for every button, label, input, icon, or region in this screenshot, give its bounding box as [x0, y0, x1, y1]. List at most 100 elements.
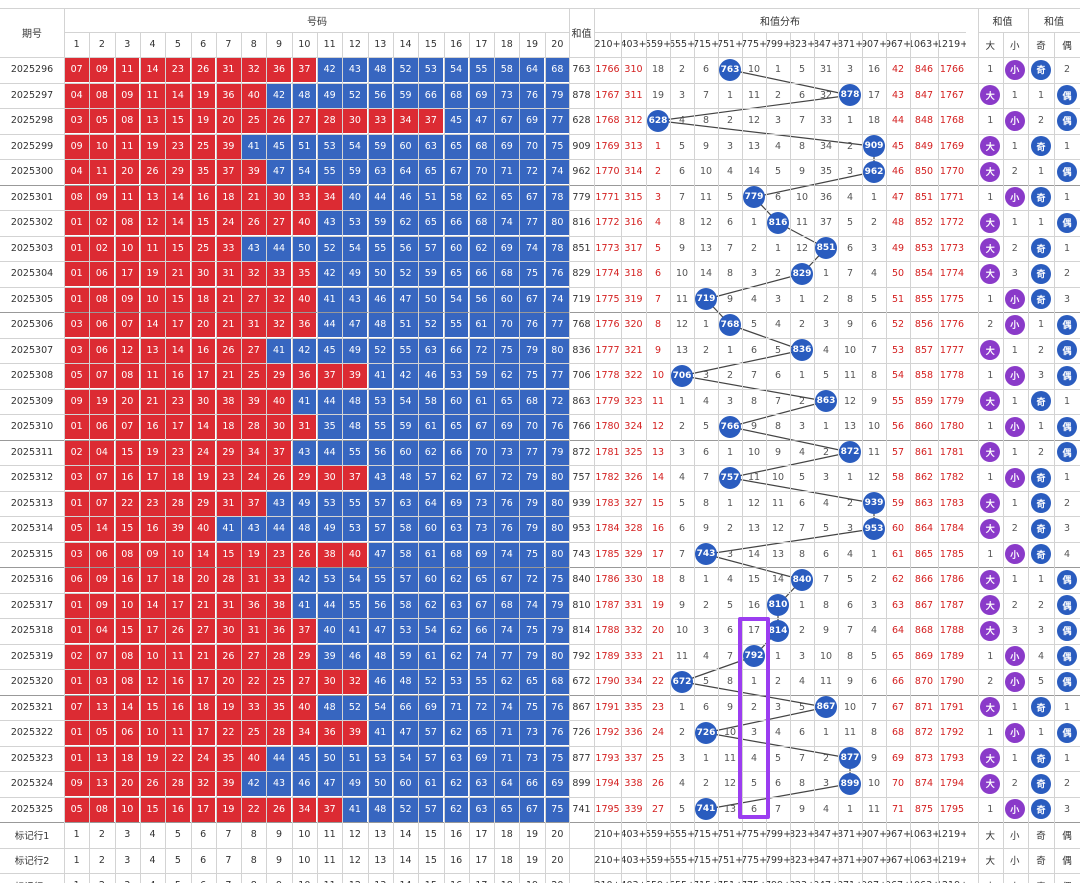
dist-cell: 6: [654, 268, 662, 280]
number-col-header: 14: [399, 39, 412, 50]
dist-cell: 17: [867, 89, 881, 101]
sum-marker-circle: 741: [695, 798, 717, 821]
dist-cell: 6: [750, 344, 758, 356]
dist-cell: 868: [914, 625, 934, 637]
sum-cell: 877: [572, 752, 591, 764]
number-cell: 06: [64, 567, 89, 592]
dist-cell: 1785: [595, 548, 620, 560]
dist-cell: 4: [726, 574, 734, 586]
number-cell: 56: [368, 440, 393, 465]
grid-line: [1002, 32, 1004, 883]
dist-cell: 33: [819, 115, 833, 127]
number-cell: 37: [342, 465, 368, 490]
number-cell: 26: [292, 542, 317, 567]
number-cell: 35: [266, 695, 292, 720]
footer-dist-cell: 403+: [621, 873, 646, 883]
footer-big: 大: [978, 873, 1003, 883]
number-cell: 09: [115, 83, 140, 108]
number-cell: 17: [115, 261, 140, 286]
parity-miss-cell: 3: [1037, 625, 1045, 637]
number-cell: 35: [317, 414, 342, 439]
number-cell: 11: [115, 185, 140, 210]
dist-cell: 870: [914, 676, 934, 688]
number-cell: 06: [89, 338, 115, 363]
number-cell: 65: [444, 261, 469, 286]
dist-cell: 3: [702, 370, 710, 382]
grid-line: [0, 108, 1080, 109]
number-cell: 08: [115, 210, 140, 235]
number-cell: 05: [89, 108, 115, 133]
size-marker-circle: 大: [980, 161, 1001, 182]
dist-cell: 1794: [595, 778, 620, 790]
number-cell: 04: [64, 83, 89, 108]
number-cell: 01: [64, 669, 89, 694]
number-cell: 51: [393, 312, 418, 337]
size-miss-cell: 2: [1011, 599, 1018, 611]
size-miss-cell: 1: [1011, 395, 1018, 407]
number-cell: 23: [165, 389, 190, 414]
footer-dist-cell: 823+: [790, 829, 814, 841]
number-cell: 29: [191, 491, 216, 516]
dist-cell: 1: [726, 89, 734, 101]
footer-number-cell: 15: [418, 873, 443, 883]
dist-cell: 10: [867, 778, 881, 790]
grid-line: [0, 312, 1080, 313]
number-cell: 39: [317, 644, 342, 669]
footer-small: 小: [1009, 830, 1020, 842]
number-cell: 14: [140, 312, 165, 337]
dist-cell: 1: [846, 803, 854, 815]
dist-cell: 2: [678, 421, 686, 433]
dist-cell: 8: [702, 115, 710, 127]
number-cell: 79: [545, 593, 570, 618]
number-cell: 10: [115, 797, 140, 822]
number-cell: 15: [140, 797, 165, 822]
dist-cell: 2: [750, 701, 758, 713]
number-cell: 08: [115, 363, 140, 388]
number-cell: 73: [519, 746, 545, 771]
dist-cell: 3: [774, 293, 782, 305]
dist-col-header: 751+: [718, 39, 742, 50]
number-cell: 09: [115, 287, 140, 312]
number-cell: 75: [519, 618, 545, 643]
dist-cell: 3: [774, 115, 782, 127]
number-cell: 54: [444, 57, 469, 82]
footer-dist-cell: 559+: [646, 873, 670, 883]
size-miss-cell: 1: [987, 421, 994, 433]
number-cell: 47: [469, 108, 494, 133]
sum-marker-circle: 766: [719, 415, 741, 438]
dist-cell: 14: [651, 472, 665, 484]
grid-line: [241, 32, 243, 883]
dist-cell: 8: [798, 778, 806, 790]
dist-cell: 10: [723, 727, 737, 739]
number-cell: 10: [115, 236, 140, 261]
dist-cell: 866: [914, 574, 934, 586]
number-cell: 37: [418, 108, 443, 133]
dist-cell: 1784: [939, 523, 965, 535]
number-cell: 55: [342, 440, 368, 465]
number-cell: 42: [292, 338, 317, 363]
number-cell: 13: [140, 108, 165, 133]
dist-cell: 855: [914, 293, 934, 305]
number-cell: 49: [292, 491, 317, 516]
number-cell: 49: [342, 338, 368, 363]
number-cell: 50: [418, 287, 443, 312]
dist-cell: 311: [624, 89, 643, 101]
footer-number-cell: 11: [317, 873, 342, 883]
grid-line: [569, 8, 570, 883]
number-cell: 53: [317, 567, 342, 592]
dist-cell: 13: [747, 140, 761, 152]
dist-cell: 26: [651, 778, 665, 790]
number-cell: 07: [64, 57, 89, 82]
dist-cell: 9: [702, 140, 710, 152]
footer-number-cell: 8: [241, 873, 266, 883]
footer-row-label: 标记行1: [14, 830, 50, 842]
number-cell: 20: [216, 669, 241, 694]
number-cell: 46: [368, 287, 393, 312]
sum-cell: 814: [572, 625, 591, 637]
dist-cell: 10: [747, 64, 761, 76]
number-cell: 02: [64, 644, 89, 669]
even-col-header: 偶: [1062, 40, 1072, 52]
sum-cell: 766: [572, 421, 591, 433]
number-cell: 71: [444, 695, 469, 720]
dist-cell: 1: [774, 650, 782, 662]
